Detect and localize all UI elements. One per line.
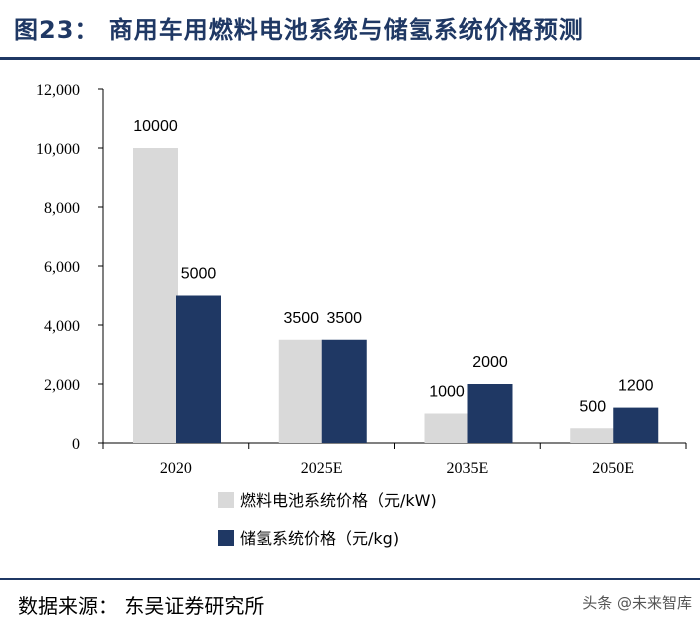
bar-hydrogen-storage-price bbox=[613, 407, 659, 443]
data-label: 1000 bbox=[429, 384, 465, 401]
x-tick-label: 2020 bbox=[160, 460, 192, 477]
data-label: 2000 bbox=[472, 354, 508, 371]
y-tick-label: 10,000 bbox=[36, 141, 80, 158]
bar-hydrogen-storage-price bbox=[176, 295, 221, 443]
watermark: 头条 @未来智库 bbox=[582, 594, 692, 612]
bar-fuel-cell-price bbox=[278, 339, 324, 443]
data-label: 3500 bbox=[283, 310, 319, 327]
data-label: 1200 bbox=[618, 378, 654, 395]
legend-swatch bbox=[218, 530, 234, 546]
bar-chart: 0 2,000 4,000 6,000 8,000 10,000 12,000 2020 100… bbox=[36, 82, 687, 548]
x-tick-label: 2025E bbox=[301, 460, 343, 477]
y-tick-label: 12,000 bbox=[36, 82, 80, 99]
legend-label: 燃料电池系统价格（元/kW) bbox=[240, 491, 437, 510]
x-tick-label: 2035E bbox=[446, 460, 488, 477]
y-tick-label: 6,000 bbox=[44, 259, 80, 276]
y-tick-label: 8,000 bbox=[44, 200, 80, 217]
bar-fuel-cell-price bbox=[133, 148, 178, 443]
x-tick-label: 2050E bbox=[592, 460, 634, 477]
legend-label: 储氢系统价格（元/kg) bbox=[240, 529, 399, 548]
y-tick-label: 0 bbox=[72, 436, 80, 453]
y-tick-label: 4,000 bbox=[44, 318, 80, 335]
data-label: 500 bbox=[579, 398, 606, 415]
data-label: 5000 bbox=[181, 266, 217, 283]
footer-rule bbox=[0, 578, 700, 580]
source-note: 数据来源： 东吴证券研究所 bbox=[18, 594, 265, 618]
data-label: 10000 bbox=[133, 118, 178, 135]
legend-swatch bbox=[218, 492, 234, 508]
title-rule bbox=[0, 57, 700, 60]
figure-title: 图23： 商用车用燃料电池系统与储氢系统价格预测 bbox=[14, 16, 584, 44]
bar-fuel-cell-price bbox=[424, 413, 470, 443]
y-tick-label: 2,000 bbox=[44, 377, 80, 394]
bar-hydrogen-storage-price bbox=[467, 384, 513, 443]
bar-fuel-cell-price bbox=[570, 428, 616, 443]
data-label: 3500 bbox=[326, 310, 362, 327]
bar-hydrogen-storage-price bbox=[321, 339, 367, 443]
